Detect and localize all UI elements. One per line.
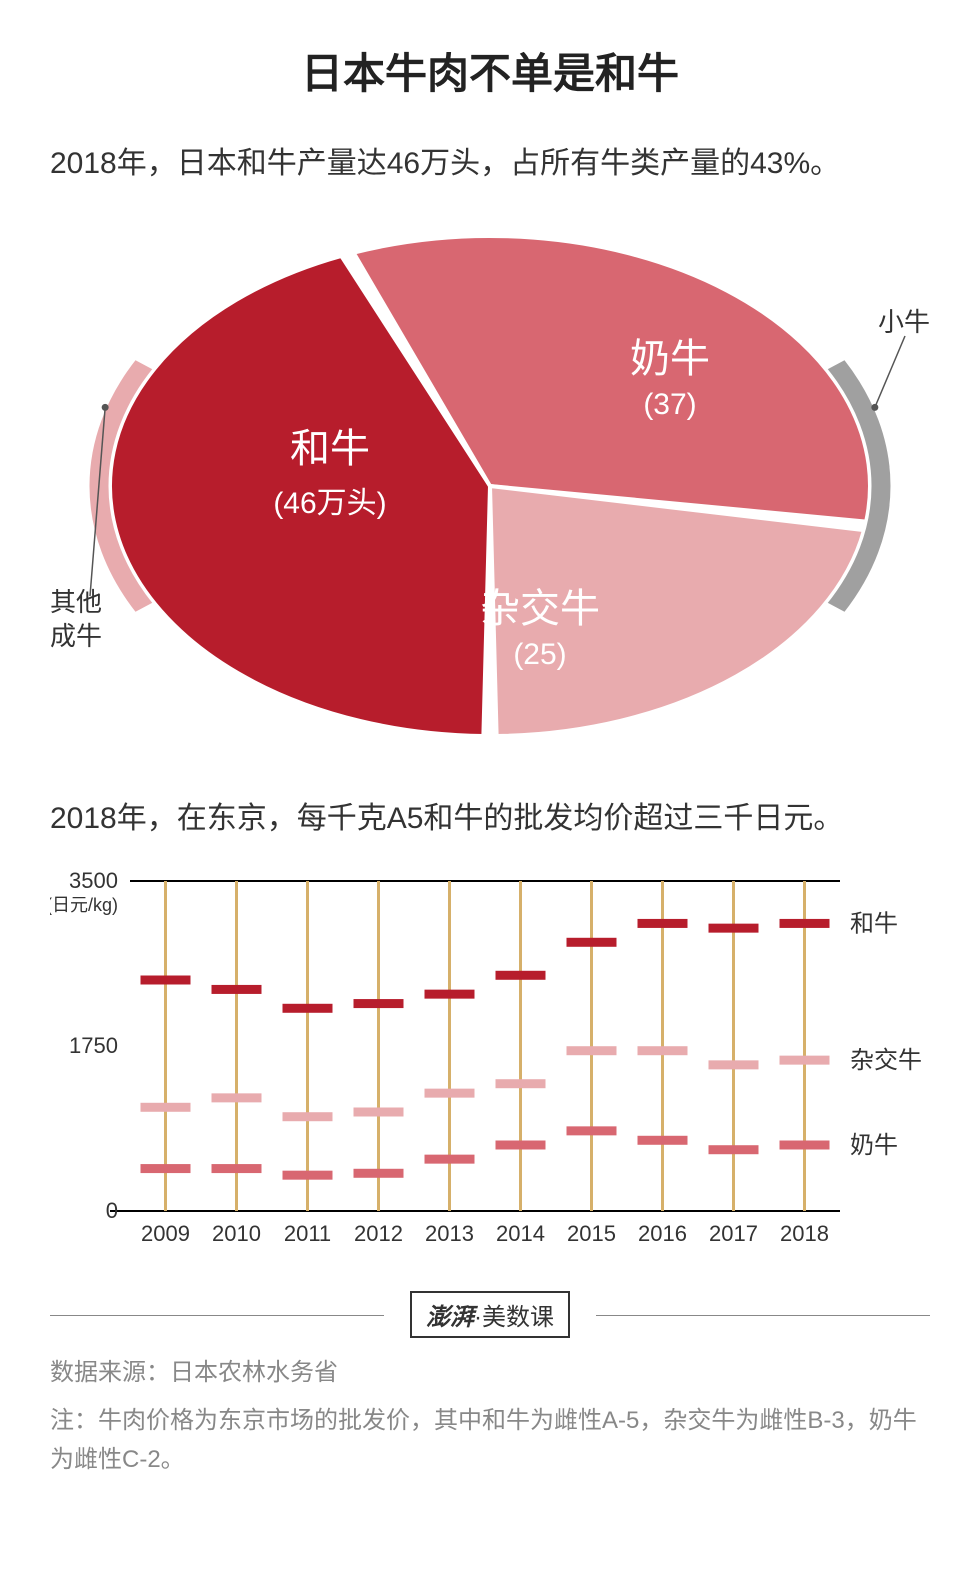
price-marker-wagyu <box>709 924 759 933</box>
page-title: 日本牛肉不单是和牛 <box>50 40 930 101</box>
pie-label-cross-value: (25) <box>440 638 640 672</box>
price-xlabel: 2010 <box>212 1221 261 1246</box>
pie-label-cross: 杂交牛 (25) <box>440 576 640 672</box>
price-marker-wagyu <box>496 971 546 980</box>
price-marker-cross <box>141 1103 191 1112</box>
pie-chart: 和牛 (46万头) 奶牛 (37) 杂交牛 (25) 其他成牛 小牛 <box>50 206 930 766</box>
pie-ext-label-other: 其他成牛 <box>50 586 102 654</box>
price-marker-wagyu <box>780 919 830 928</box>
footer-note: 注：牛肉价格为东京市场的批发价，其中和牛为雌性A-5，杂交牛为雌性B-3，奶牛为… <box>50 1402 930 1479</box>
price-marker-dairy <box>638 1136 688 1145</box>
price-marker-dairy <box>780 1141 830 1150</box>
footer-source: 数据来源：日本农林水务省 <box>50 1354 930 1392</box>
price-series-label-wagyu: 和牛 <box>850 910 898 937</box>
pie-label-wagyu-value: (46万头) <box>220 478 440 522</box>
footer-source-label: 数据来源： <box>50 1359 170 1386</box>
price-xlabel: 2013 <box>425 1221 474 1246</box>
price-marker-wagyu <box>354 999 404 1008</box>
price-marker-dairy <box>354 1169 404 1178</box>
price-xlabel: 2018 <box>780 1221 829 1246</box>
price-ytick: 0 <box>106 1198 118 1223</box>
footer-brand-script: 澎湃 <box>426 1304 474 1331</box>
price-xlabel: 2017 <box>709 1221 758 1246</box>
pie-ext-label-calf: 小牛 <box>878 306 930 340</box>
price-marker-wagyu <box>283 1004 333 1013</box>
price-y-unit: (日元/kg) <box>50 895 118 915</box>
pie-label-wagyu: 和牛 (46万头) <box>220 416 440 522</box>
price-series-label-dairy: 奶牛 <box>850 1132 898 1159</box>
price-xlabel: 2016 <box>638 1221 687 1246</box>
price-marker-dairy <box>709 1145 759 1154</box>
price-marker-dairy <box>567 1126 617 1135</box>
price-marker-dairy <box>496 1141 546 1150</box>
price-marker-cross <box>283 1112 333 1121</box>
price-series-label-cross: 杂交牛 <box>850 1047 922 1074</box>
pie-subtitle: 2018年，日本和牛产量达46万头，占所有牛类产量的43%。 <box>50 141 930 186</box>
price-ytick: 1750 <box>69 1033 118 1058</box>
footer-source-value: 日本农林水务省 <box>170 1359 338 1386</box>
pie-label-dairy: 奶牛 (37) <box>570 326 770 422</box>
price-marker-cross <box>780 1056 830 1065</box>
price-xlabel: 2012 <box>354 1221 403 1246</box>
price-xlabel: 2015 <box>567 1221 616 1246</box>
price-marker-wagyu <box>638 919 688 928</box>
price-xlabel: 2011 <box>284 1221 331 1246</box>
price-marker-dairy <box>283 1171 333 1180</box>
price-subtitle: 2018年，在东京，每千克A5和牛的批发均价超过三千日元。 <box>50 796 930 841</box>
price-marker-dairy <box>212 1164 262 1173</box>
pie-label-dairy-value: (37) <box>570 388 770 422</box>
price-marker-wagyu <box>212 985 262 994</box>
price-marker-cross <box>496 1079 546 1088</box>
price-marker-cross <box>354 1108 404 1117</box>
price-marker-wagyu <box>567 938 617 947</box>
price-xlabel: 2014 <box>496 1221 545 1246</box>
price-marker-wagyu <box>141 976 191 985</box>
price-chart: 0 1750 3500(日元/kg) 2009 2010 2011 2012 2013 2014… <box>50 861 930 1261</box>
price-ytick: 3500 <box>69 868 118 893</box>
footer-divider: 澎湃·美数课 <box>50 1291 930 1338</box>
pie-label-cross-name: 杂交牛 <box>440 576 640 634</box>
price-xlabel: 2009 <box>141 1221 190 1246</box>
pie-label-dairy-name: 奶牛 <box>570 326 770 384</box>
footer-brand-text: ·美数课 <box>474 1304 554 1331</box>
price-marker-cross <box>212 1093 262 1102</box>
price-marker-dairy <box>425 1155 475 1164</box>
pie-label-wagyu-name: 和牛 <box>220 416 440 474</box>
price-marker-cross <box>709 1060 759 1069</box>
price-marker-wagyu <box>425 990 475 999</box>
price-marker-cross <box>567 1046 617 1055</box>
footer-brand: 澎湃·美数课 <box>410 1291 570 1338</box>
price-marker-cross <box>425 1089 475 1098</box>
price-marker-dairy <box>141 1164 191 1173</box>
price-marker-cross <box>638 1046 688 1055</box>
